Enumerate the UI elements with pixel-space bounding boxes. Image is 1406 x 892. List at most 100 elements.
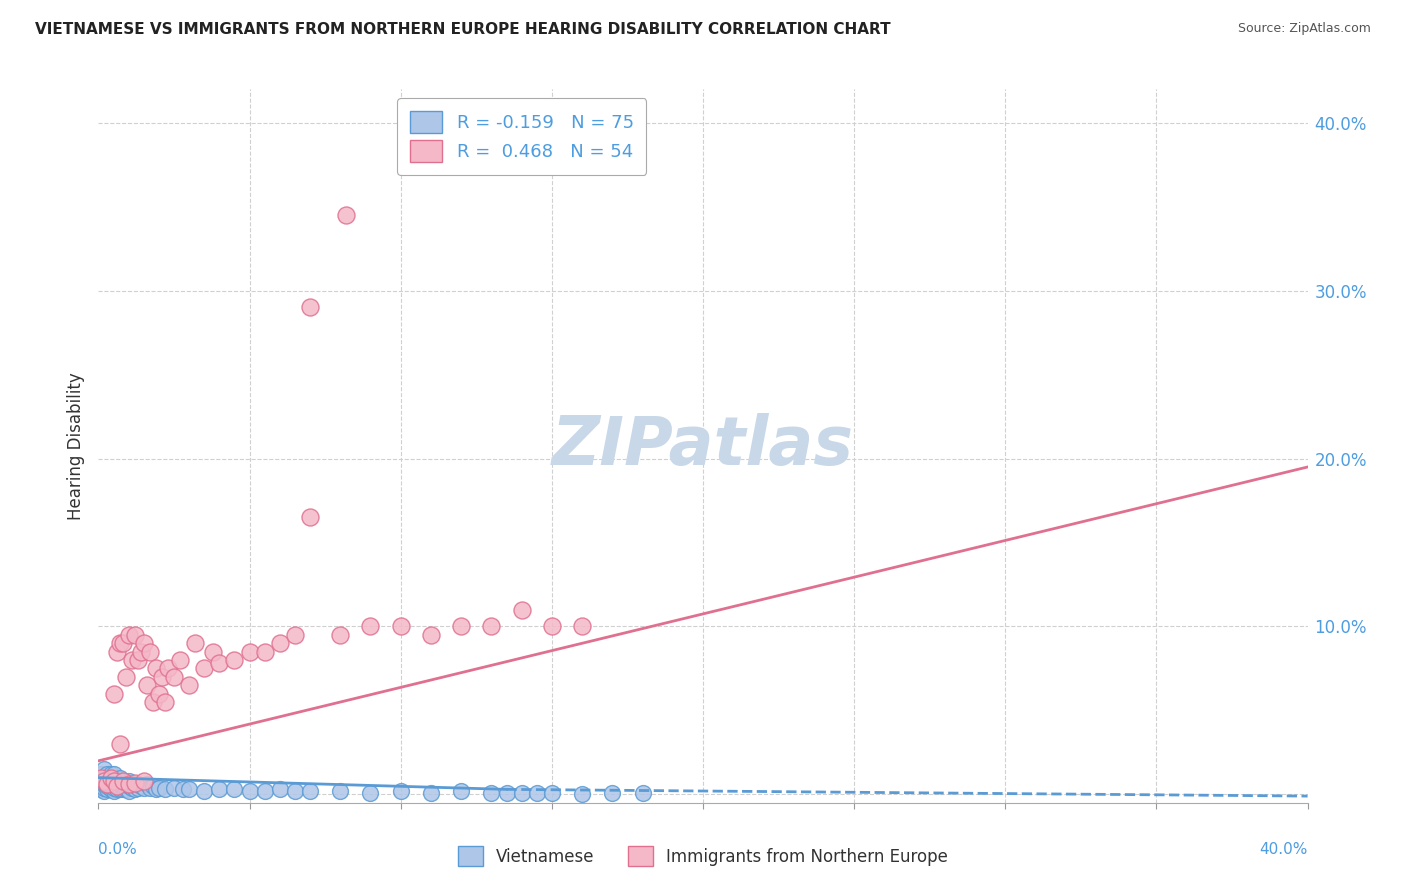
Point <box>135 777 157 791</box>
Point <box>100 767 122 781</box>
Point <box>571 619 593 633</box>
Legend: Vietnamese, Immigrants from Northern Europe: Vietnamese, Immigrants from Northern Eur… <box>450 838 956 875</box>
Point <box>127 780 149 795</box>
Point <box>124 777 146 791</box>
Point <box>90 779 112 793</box>
Point <box>93 774 115 789</box>
Point <box>420 786 443 800</box>
Point <box>163 780 186 795</box>
Point <box>193 661 215 675</box>
Point <box>129 779 152 793</box>
Point <box>93 780 115 795</box>
Point <box>148 780 170 795</box>
Point <box>239 645 262 659</box>
Point <box>114 782 136 797</box>
Point <box>299 784 322 798</box>
Point <box>93 771 115 785</box>
Point <box>450 784 472 798</box>
Point <box>602 786 624 800</box>
Point <box>105 774 128 789</box>
Point <box>121 653 143 667</box>
Point <box>103 774 125 789</box>
Point <box>389 619 412 633</box>
Point <box>127 653 149 667</box>
Legend: R = -0.159   N = 75, R =  0.468   N = 54: R = -0.159 N = 75, R = 0.468 N = 54 <box>396 98 647 175</box>
Point <box>103 777 125 791</box>
Point <box>105 779 128 793</box>
Point <box>103 687 125 701</box>
Point <box>111 774 134 789</box>
Point <box>142 779 165 793</box>
Point <box>93 762 115 776</box>
Point <box>299 510 322 524</box>
Point <box>153 782 176 797</box>
Point <box>118 779 141 793</box>
Point <box>93 784 115 798</box>
Point <box>103 784 125 798</box>
Point <box>108 737 131 751</box>
Point <box>142 695 165 709</box>
Point <box>172 782 194 797</box>
Point <box>269 782 291 797</box>
Point <box>121 780 143 795</box>
Point <box>571 788 593 802</box>
Point <box>202 645 225 659</box>
Point <box>114 777 136 791</box>
Point <box>495 786 517 800</box>
Point <box>108 771 131 785</box>
Point <box>100 779 122 793</box>
Point <box>284 628 307 642</box>
Point <box>105 779 128 793</box>
Point <box>90 767 112 781</box>
Point <box>118 777 141 791</box>
Point <box>111 779 134 793</box>
Point <box>96 782 118 797</box>
Point <box>103 767 125 781</box>
Point <box>105 645 128 659</box>
Point <box>118 628 141 642</box>
Point <box>150 670 173 684</box>
Point <box>93 774 115 789</box>
Point <box>96 767 118 781</box>
Point <box>420 628 443 642</box>
Point <box>153 695 176 709</box>
Point <box>96 779 118 793</box>
Point <box>269 636 291 650</box>
Point <box>93 777 115 791</box>
Point <box>224 782 246 797</box>
Point <box>169 653 191 667</box>
Point <box>145 661 167 675</box>
Point <box>139 780 162 795</box>
Point <box>124 782 146 797</box>
Point <box>208 782 231 797</box>
Point <box>103 772 125 787</box>
Text: 0.0%: 0.0% <box>98 842 138 857</box>
Point <box>335 208 357 222</box>
Point <box>96 775 118 789</box>
Text: 40.0%: 40.0% <box>1260 842 1308 857</box>
Point <box>105 782 128 797</box>
Text: VIETNAMESE VS IMMIGRANTS FROM NORTHERN EUROPE HEARING DISABILITY CORRELATION CHA: VIETNAMESE VS IMMIGRANTS FROM NORTHERN E… <box>35 22 891 37</box>
Point <box>299 301 322 315</box>
Point <box>540 619 562 633</box>
Point <box>96 777 118 791</box>
Point <box>132 774 155 789</box>
Point <box>481 786 503 800</box>
Point <box>100 771 122 785</box>
Point <box>184 636 207 650</box>
Point <box>90 775 112 789</box>
Point <box>124 628 146 642</box>
Point <box>118 774 141 789</box>
Point <box>118 784 141 798</box>
Point <box>148 687 170 701</box>
Point <box>145 782 167 797</box>
Point <box>510 603 533 617</box>
Point <box>132 780 155 795</box>
Point <box>179 678 201 692</box>
Point <box>124 775 146 789</box>
Point <box>239 784 262 798</box>
Point <box>540 786 562 800</box>
Point <box>360 786 382 800</box>
Point <box>108 636 131 650</box>
Point <box>90 771 112 785</box>
